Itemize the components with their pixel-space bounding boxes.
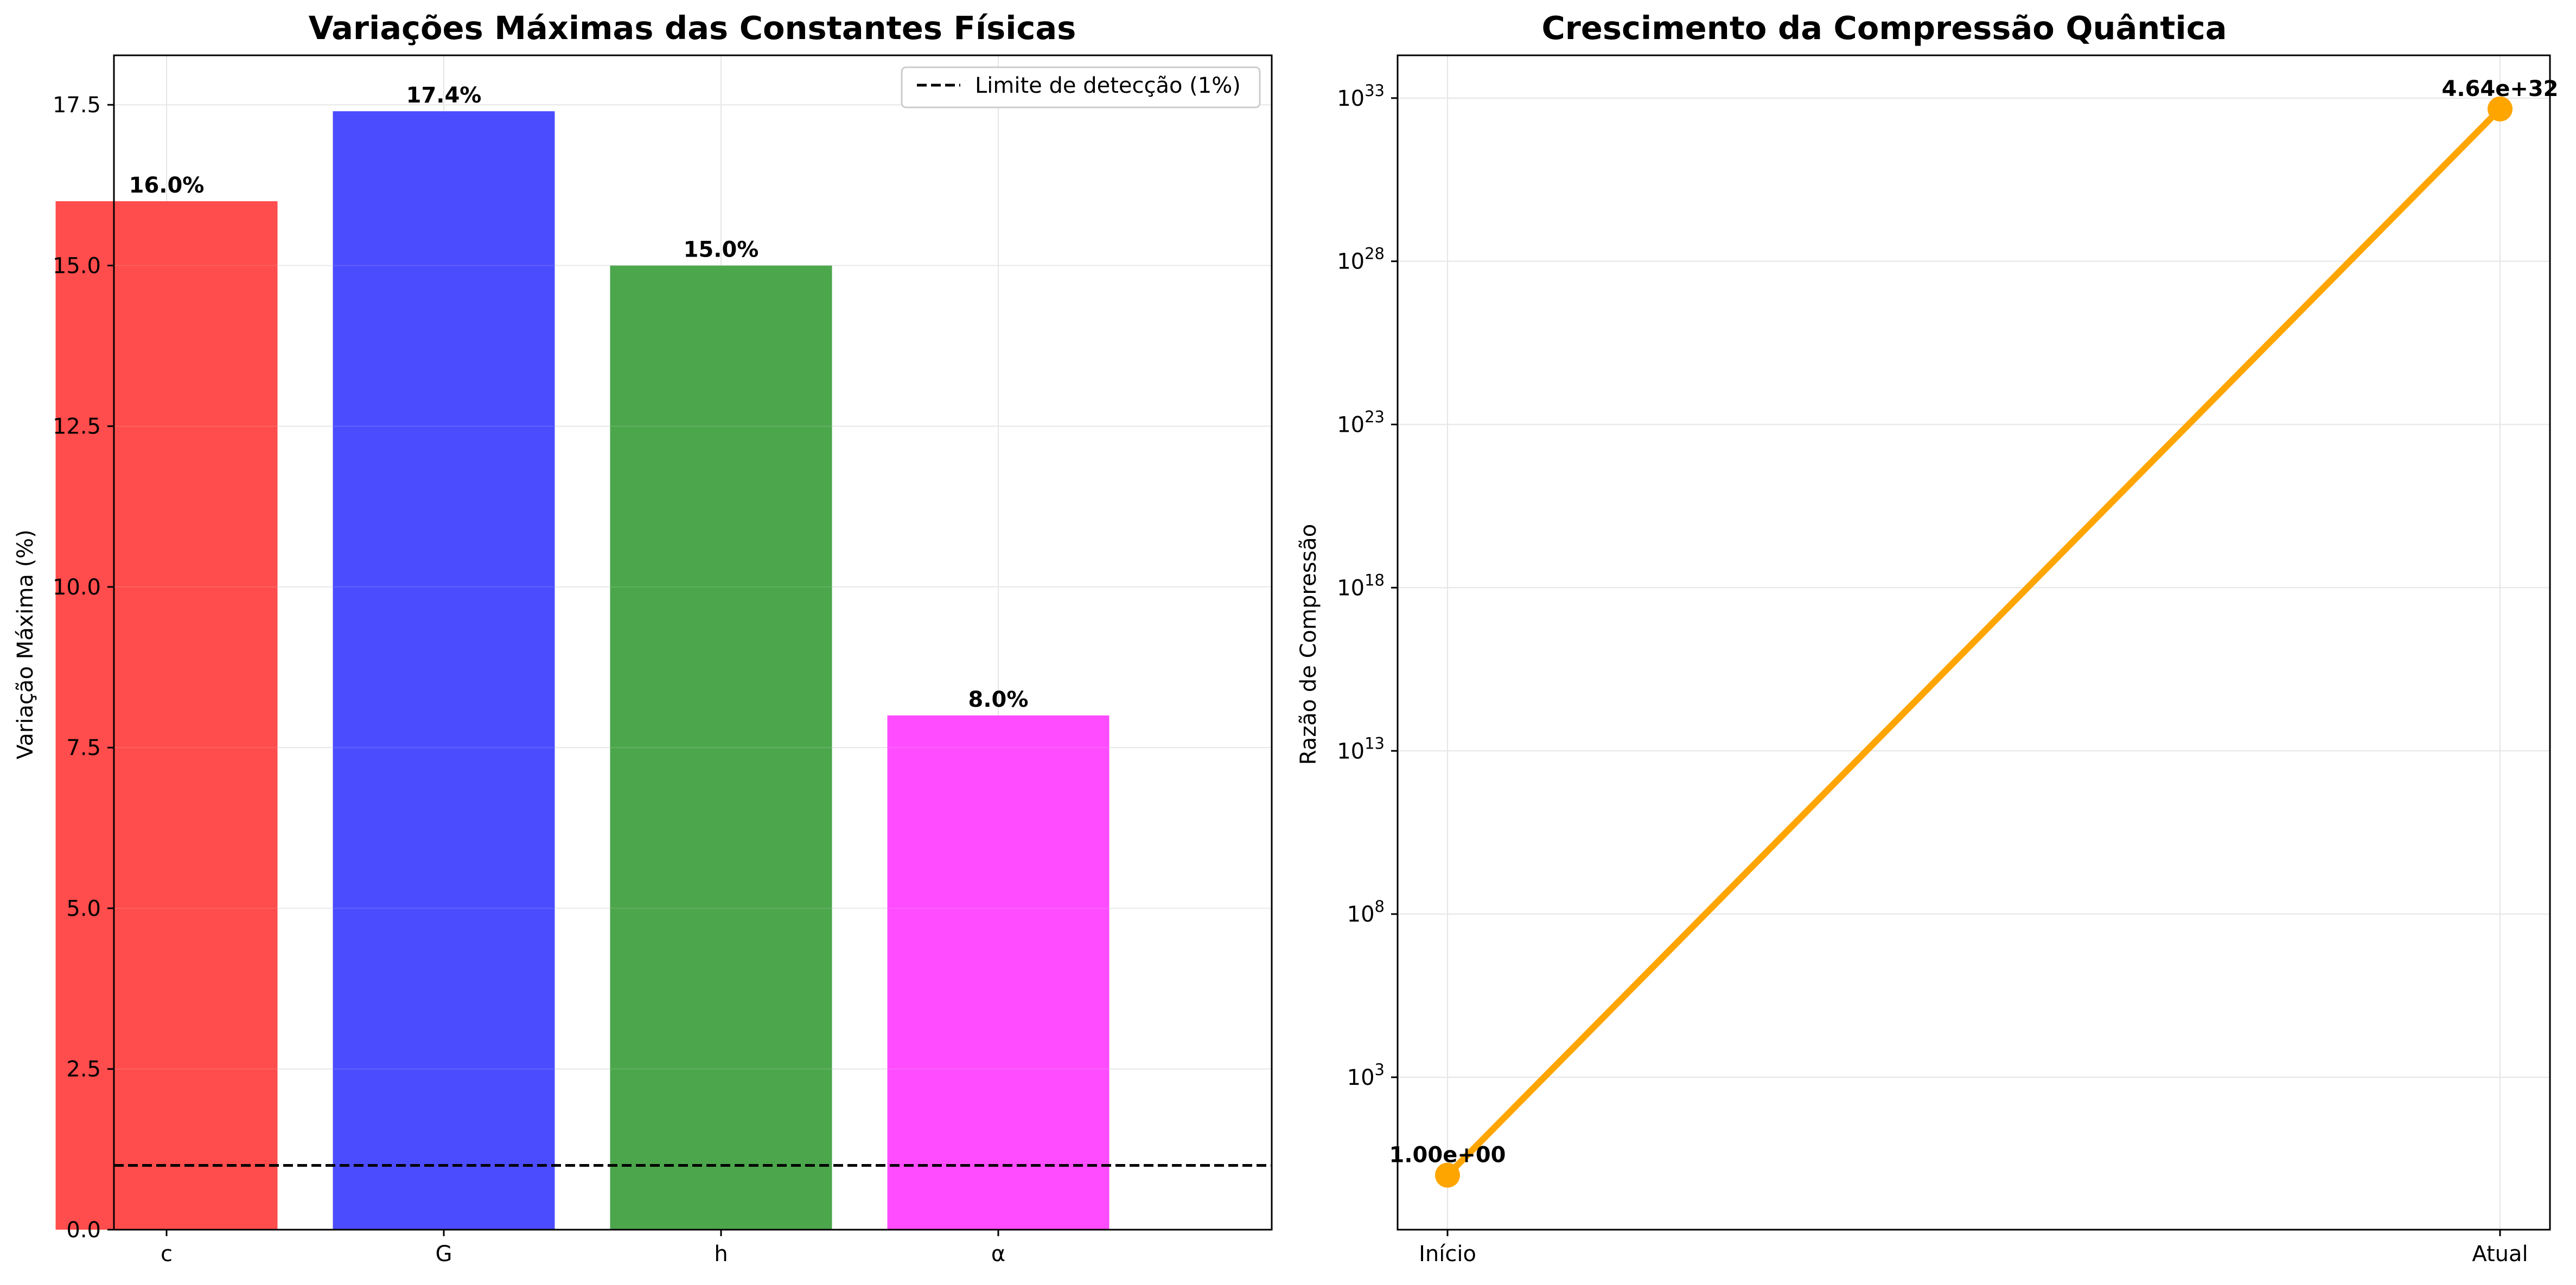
bar-chart-axes-frame (113, 54, 1273, 1231)
bar-y-tick-label: 15.0 (53, 253, 101, 278)
line-y-tick-label: 108 (1347, 897, 1385, 927)
bar-x-tick-label: α (991, 1242, 1005, 1267)
legend-box (901, 66, 1261, 108)
bar-chart-value-labels: 16.0% 17.4% 15.0% 8.0% (129, 83, 1029, 712)
line-chart-axes-frame (1397, 54, 2551, 1231)
line-chart-title: Crescimento da Compressão Quântica (1541, 9, 2227, 47)
bar-0 (55, 201, 278, 1230)
bar-chart-panel: Variações Máximas das Constantes Físicas… (13, 9, 1273, 1267)
bar-value-label: 17.4% (406, 83, 482, 108)
bar-2 (610, 265, 832, 1230)
bar-x-tick-label: c (161, 1242, 173, 1267)
line-chart-panel: Crescimento da Compressão Quântica Razão… (1296, 9, 2559, 1267)
compression-point (1435, 1162, 1460, 1188)
point-value-label: 4.64e+32 (2442, 76, 2559, 101)
bar-value-label: 16.0% (129, 173, 205, 198)
line-chart-x-ticks: Início Atual (1419, 1230, 2528, 1267)
bar-y-tick-label: 17.5 (53, 93, 101, 118)
line-x-tick-label: Atual (2472, 1242, 2528, 1267)
line-y-tick-label: 1028 (1337, 245, 1385, 274)
bar-y-tick-label: 5.0 (66, 896, 101, 921)
bar-y-tick-label: 0.0 (66, 1218, 101, 1243)
line-chart-y-axis-label: Razão de Compressão (1296, 524, 1321, 765)
bar-x-tick-label: G (436, 1242, 452, 1267)
bar-x-tick-label: h (714, 1242, 728, 1267)
bar-1 (333, 111, 555, 1230)
bar-3 (887, 715, 1110, 1230)
bar-chart-legend: Limite de detecção (1%) (901, 66, 1261, 108)
point-value-label: 1.00e+00 (1389, 1143, 1506, 1168)
bar-y-tick-label: 2.5 (66, 1057, 101, 1082)
bar-y-tick-label: 7.5 (66, 736, 101, 760)
line-chart-grid (1398, 55, 2550, 1230)
line-y-tick-label: 103 (1347, 1060, 1385, 1090)
legend-entry-label: Limite de detecção (1%) (975, 73, 1241, 98)
bar-chart-title: Variações Máximas das Constantes Físicas (309, 9, 1076, 47)
bar-y-tick-label: 10.0 (53, 575, 101, 600)
line-chart-series (1435, 96, 2513, 1188)
compression-line (1445, 106, 2503, 1178)
line-chart-y-ticks: 103 108 1013 1018 1023 1028 1033 (1337, 81, 1398, 1090)
line-x-tick-label: Início (1419, 1242, 1476, 1267)
bar-value-label: 8.0% (968, 687, 1029, 712)
bar-chart-y-ticks: 0.0 2.5 5.0 7.5 10.0 12.5 15.0 17.5 (53, 93, 114, 1243)
line-y-tick-label: 1013 (1337, 734, 1385, 764)
line-y-tick-label: 1033 (1337, 81, 1385, 111)
line-chart-point-labels: 1.00e+00 4.64e+32 (1389, 76, 2559, 1168)
compression-point (2488, 96, 2513, 122)
bar-chart-bars (55, 104, 1272, 1230)
line-y-tick-label: 1023 (1337, 408, 1385, 438)
bar-value-label: 15.0% (684, 237, 759, 262)
bar-y-tick-label: 12.5 (53, 414, 101, 439)
bar-chart-y-axis-label: Variação Máxima (%) (13, 529, 38, 759)
line-y-tick-label: 1018 (1337, 571, 1385, 600)
